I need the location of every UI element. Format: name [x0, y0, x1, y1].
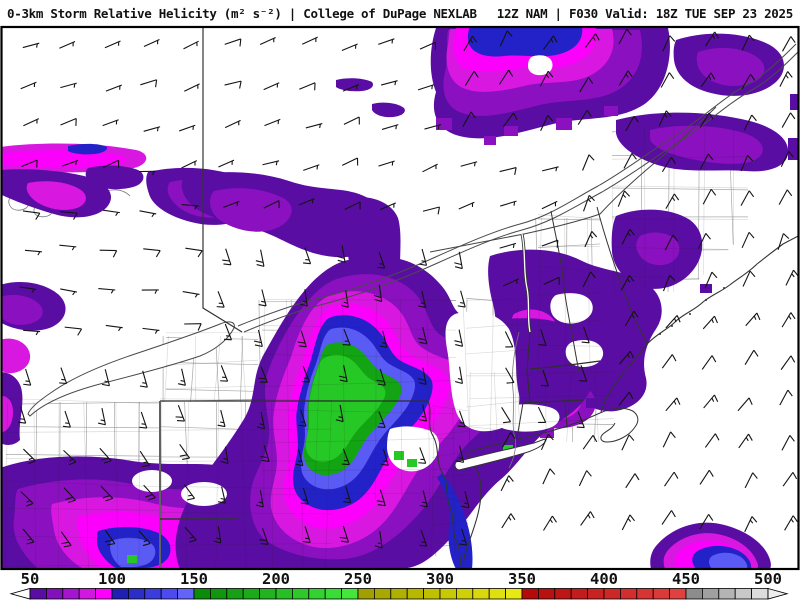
colorbar-segment	[275, 588, 293, 600]
colorbar-left-arrow	[9, 587, 31, 600]
colorbar-right-arrow	[767, 587, 789, 600]
state-borders-layer	[159, 28, 798, 569]
colorbar-segment	[242, 588, 260, 600]
header: 0-3km Storm Relative Helicity (m² s⁻²) |…	[0, 0, 800, 27]
colorbar-segment	[406, 588, 425, 600]
colorbar-segment	[439, 588, 457, 600]
colorbar-segment	[702, 588, 720, 600]
colorbar-segment	[95, 588, 113, 600]
colorbar-segment	[636, 588, 654, 600]
colorbar-segment	[455, 588, 474, 600]
colorbar-segment	[111, 588, 129, 600]
colorbar-segment	[62, 588, 80, 600]
colorbar-segment	[652, 588, 671, 600]
colorbar-segment	[160, 588, 178, 600]
colorbar	[9, 587, 789, 600]
colorbar-segment	[177, 588, 195, 600]
colorbar-segment	[570, 588, 589, 600]
colorbar-segment	[751, 588, 769, 600]
colorbar-segment	[226, 588, 244, 600]
colorbar-segment	[734, 588, 753, 600]
colorbar-tick-label: 450	[672, 570, 700, 588]
product-title: 0-3km Storm Relative Helicity (m² s⁻²) |…	[7, 6, 477, 21]
map-frame	[0, 25, 800, 571]
colorbar-tick-label: 150	[180, 570, 208, 588]
colorbar-segment	[620, 588, 638, 600]
colorbar-segment	[291, 588, 310, 600]
colorbar-segment	[209, 588, 228, 600]
colorbar-segment	[554, 588, 572, 600]
colorbar-segment	[718, 588, 736, 600]
colorbar-segment	[78, 588, 96, 600]
colorbar-segment	[390, 588, 408, 600]
colorbar-segment	[587, 588, 605, 600]
colorbar-segment	[144, 588, 162, 600]
colorbar-tick-label: 250	[344, 570, 372, 588]
srh-fill-layer	[2, 28, 798, 569]
colorbar-segment	[324, 588, 343, 600]
colorbar-segment	[538, 588, 556, 600]
colorbar-tick-label: 300	[426, 570, 454, 588]
colorbar-segment	[357, 588, 375, 600]
colorbar-tick-label: 500	[754, 570, 782, 588]
colorbar-segment	[127, 588, 146, 600]
colorbar-tick-label: 400	[590, 570, 618, 588]
colorbar-segment	[521, 588, 539, 600]
model-run-valid-time: 12Z NAM | F030 Valid: 18Z TUE SEP 23 202…	[496, 6, 794, 21]
colorbar-segment	[488, 588, 507, 600]
colorbar-tick-label: 350	[508, 570, 536, 588]
colorbar-segment	[373, 588, 392, 600]
colorbar-segment	[505, 588, 523, 600]
colorbar-tick-label: 50	[21, 570, 40, 588]
colorbar-segment	[193, 588, 211, 600]
wind-barbs-layer	[18, 28, 798, 549]
colorbar-tick-label: 100	[98, 570, 126, 588]
colorbar-tick-label: 200	[262, 570, 290, 588]
colorbar-segment	[29, 588, 47, 600]
colorbar-segment	[669, 588, 687, 600]
colorbar-segment	[259, 588, 277, 600]
colorbar-segment	[423, 588, 441, 600]
colorbar-segment	[46, 588, 64, 600]
colorbar-segment	[603, 588, 621, 600]
colorbar-segment	[341, 588, 359, 600]
colorbar-segment	[685, 588, 703, 600]
colorbar-tick-labels: 50 100 150 200 250 300 350 400 450 500	[21, 570, 782, 588]
colorbar-segment	[472, 588, 490, 600]
colorbar-segment	[308, 588, 326, 600]
